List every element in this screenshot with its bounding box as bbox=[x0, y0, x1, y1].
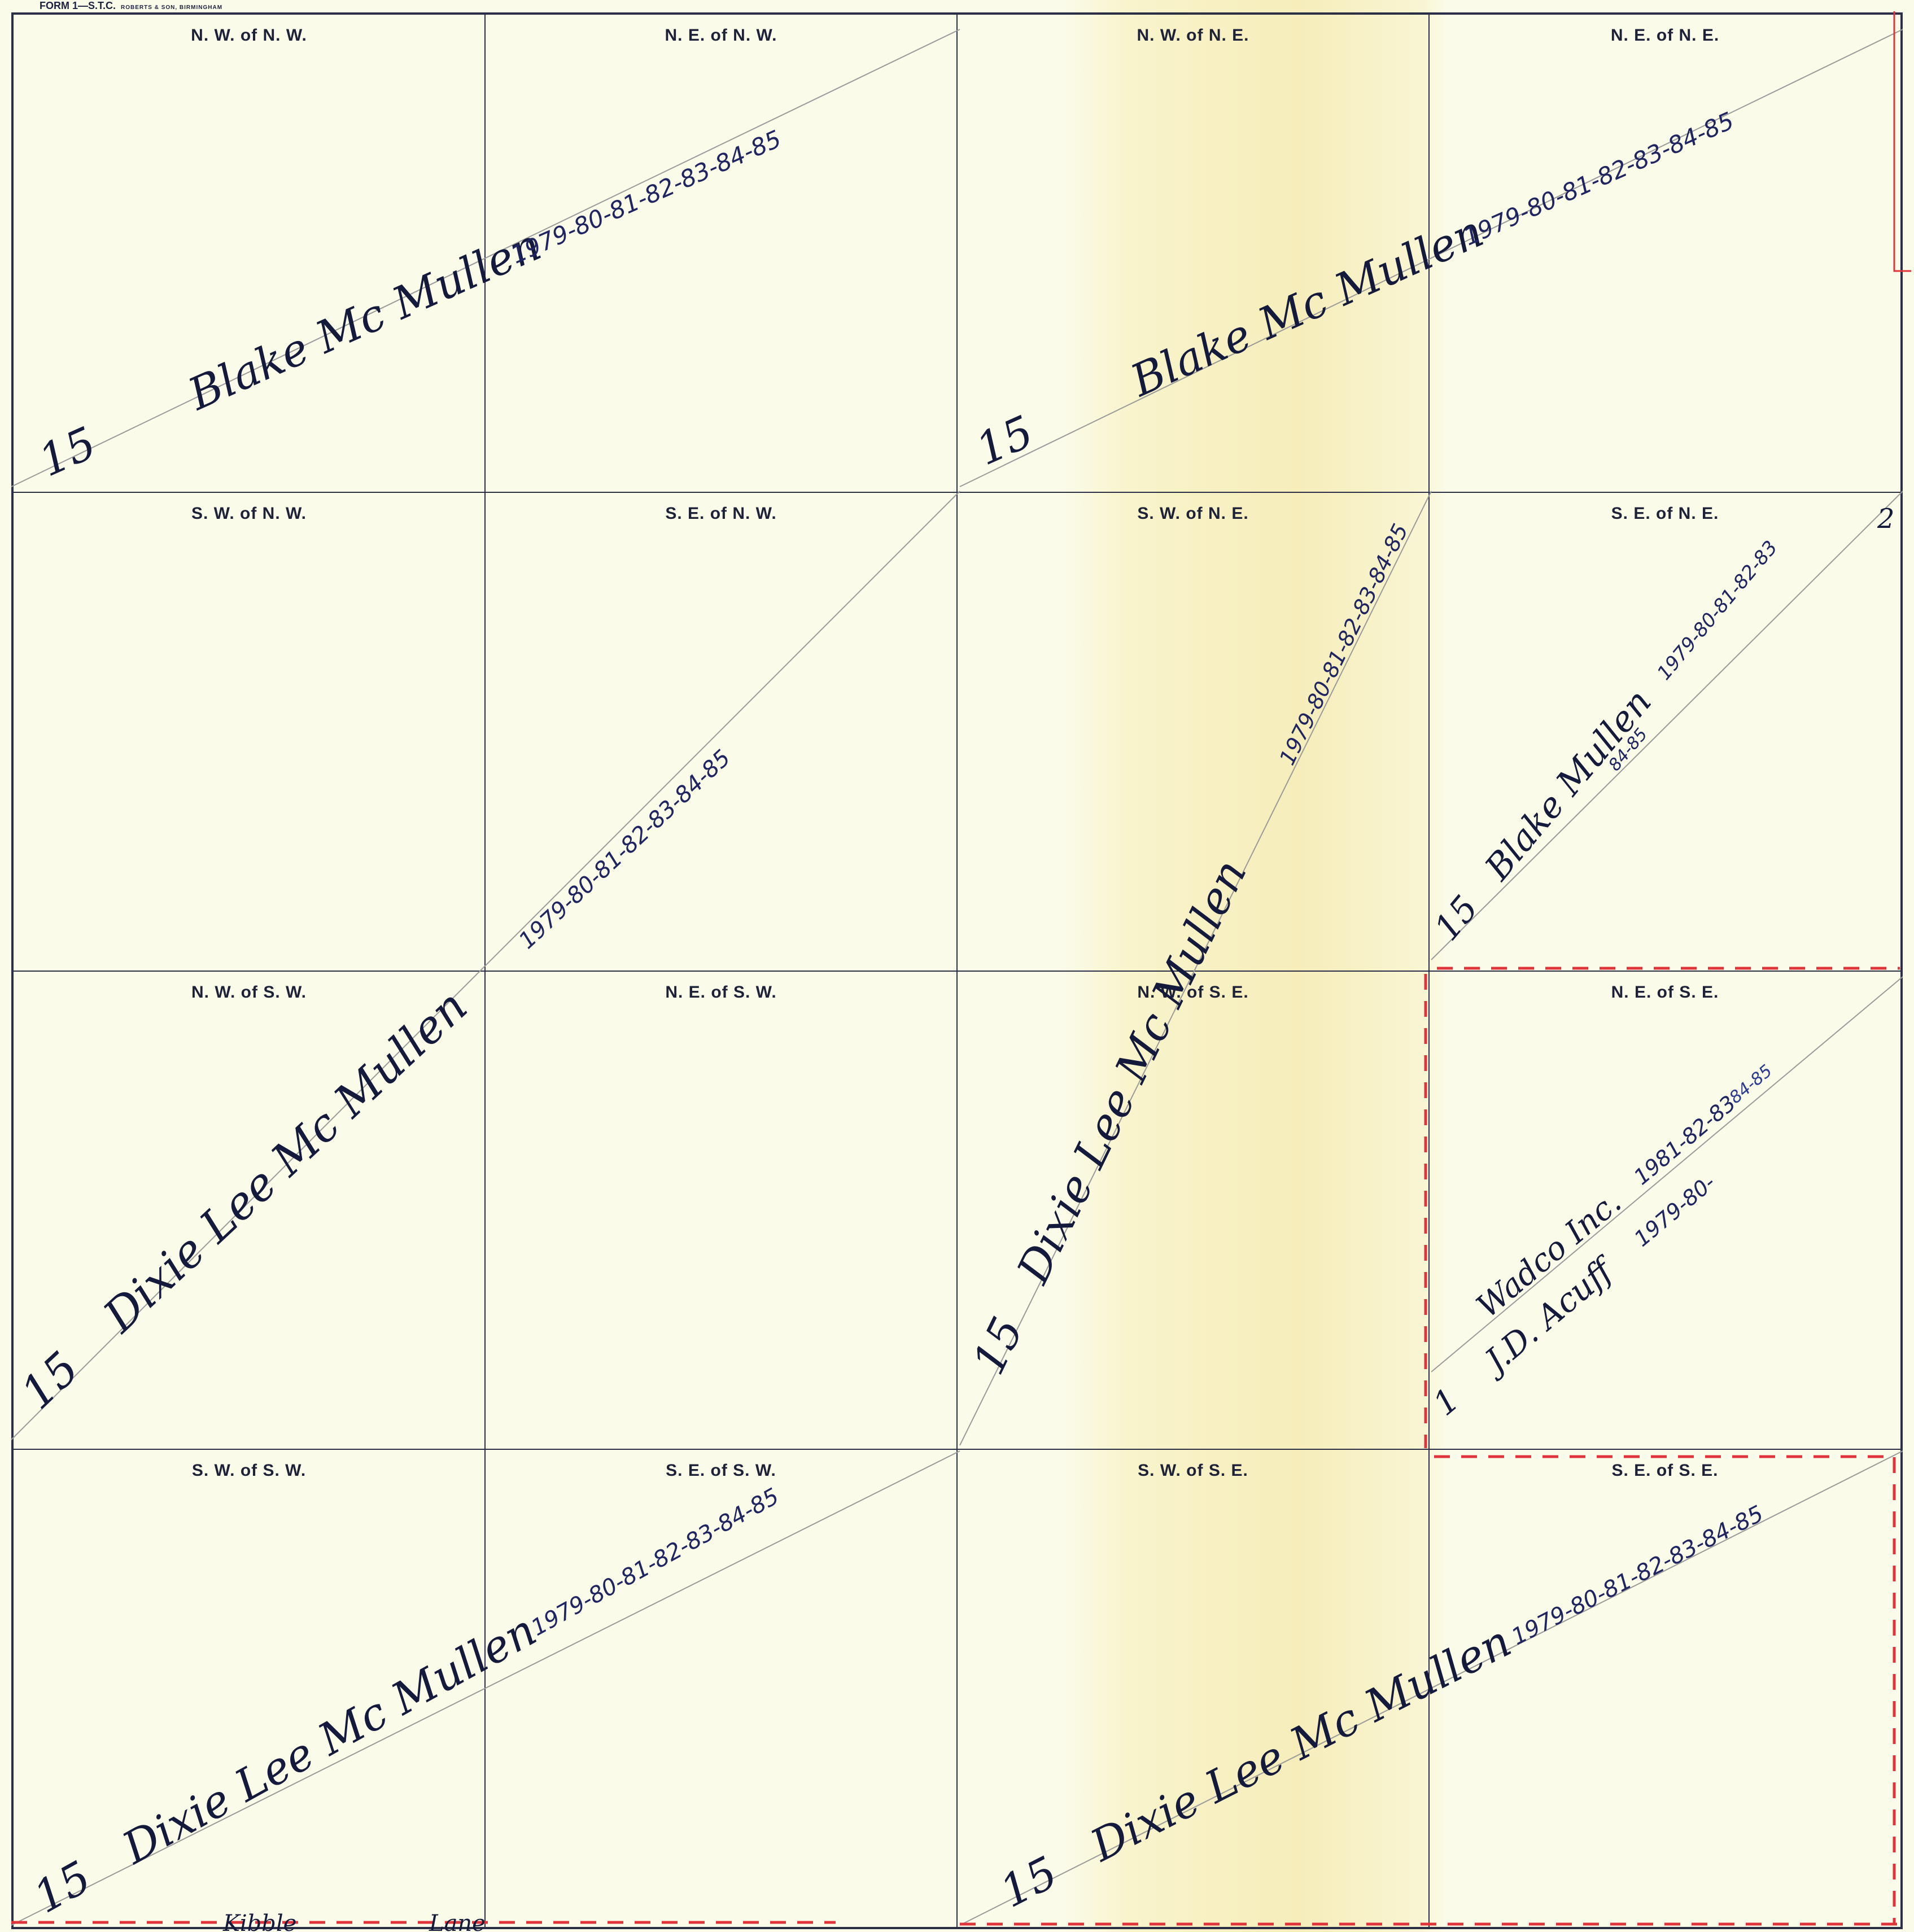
quarter-ne-sw: N. E. of S. W. bbox=[485, 971, 957, 1449]
quarter-ne-se: N. E. of S. E. bbox=[1429, 971, 1901, 1449]
quarter-nw-ne: N. W. of N. E. bbox=[957, 14, 1429, 493]
quarter-nw-nw: N. W. of N. W. bbox=[13, 14, 485, 493]
quarter-label: S. E. of N. E. bbox=[1611, 504, 1719, 523]
quarter-ne-nw: N. E. of N. W. bbox=[485, 14, 957, 493]
quarter-se-se: S. E. of S. E. bbox=[1429, 1449, 1901, 1927]
quarter-nw-se: N. W. of S. E. bbox=[957, 971, 1429, 1449]
quarter-label: N. W. of N. E. bbox=[1137, 26, 1249, 45]
form-publisher: ROBERTS & SON, BIRMINGHAM bbox=[121, 5, 223, 11]
quarter-sw-ne: S. W. of N. E. bbox=[957, 492, 1429, 971]
quarter-label: S. W. of N. W. bbox=[191, 504, 307, 523]
quarter-label: S. E. of N. W. bbox=[665, 504, 777, 523]
quarter-se-sw: S. E. of S. W. bbox=[485, 1449, 957, 1927]
quarter-label: S. E. of S. E. bbox=[1611, 1461, 1719, 1480]
quarter-label: N. E. of S. E. bbox=[1611, 982, 1719, 1002]
quarter-label: N. E. of S. W. bbox=[665, 982, 777, 1002]
quarter-ne-ne: N. E. of N. E. bbox=[1429, 14, 1901, 493]
section-grid: N. W. of N. W. N. E. of N. W. N. W. of N… bbox=[11, 12, 1903, 1929]
quarter-label: S. W. of S. W. bbox=[191, 1461, 307, 1480]
quarter-label: N. W. of S. W. bbox=[191, 982, 307, 1002]
quarter-label: N. W. of N. W. bbox=[191, 26, 307, 45]
form-header: FORM 1—S.T.C. ROBERTS & SON, BIRMINGHAM bbox=[40, 0, 222, 12]
quarter-se-nw: S. E. of N. W. bbox=[485, 492, 957, 971]
quarter-label: N. E. of N. E. bbox=[1610, 26, 1720, 45]
quarter-se-ne: S. E. of N. E. bbox=[1429, 492, 1901, 971]
quarter-label: N. W. of S. E. bbox=[1137, 982, 1249, 1002]
quarter-label: N. E. of N. W. bbox=[665, 26, 777, 45]
form-title: FORM 1—S.T.C. bbox=[40, 0, 116, 11]
quarter-sw-se: S. W. of S. E. bbox=[957, 1449, 1429, 1927]
quarter-label: S. E. of S. W. bbox=[666, 1461, 776, 1480]
quarter-sw-nw: S. W. of N. W. bbox=[13, 492, 485, 971]
quarter-label: S. W. of N. E. bbox=[1137, 504, 1249, 523]
quarter-nw-sw: N. W. of S. W. bbox=[13, 971, 485, 1449]
quarter-sw-sw: S. W. of S. W. bbox=[13, 1449, 485, 1927]
quarter-label: S. W. of S. E. bbox=[1138, 1461, 1248, 1480]
